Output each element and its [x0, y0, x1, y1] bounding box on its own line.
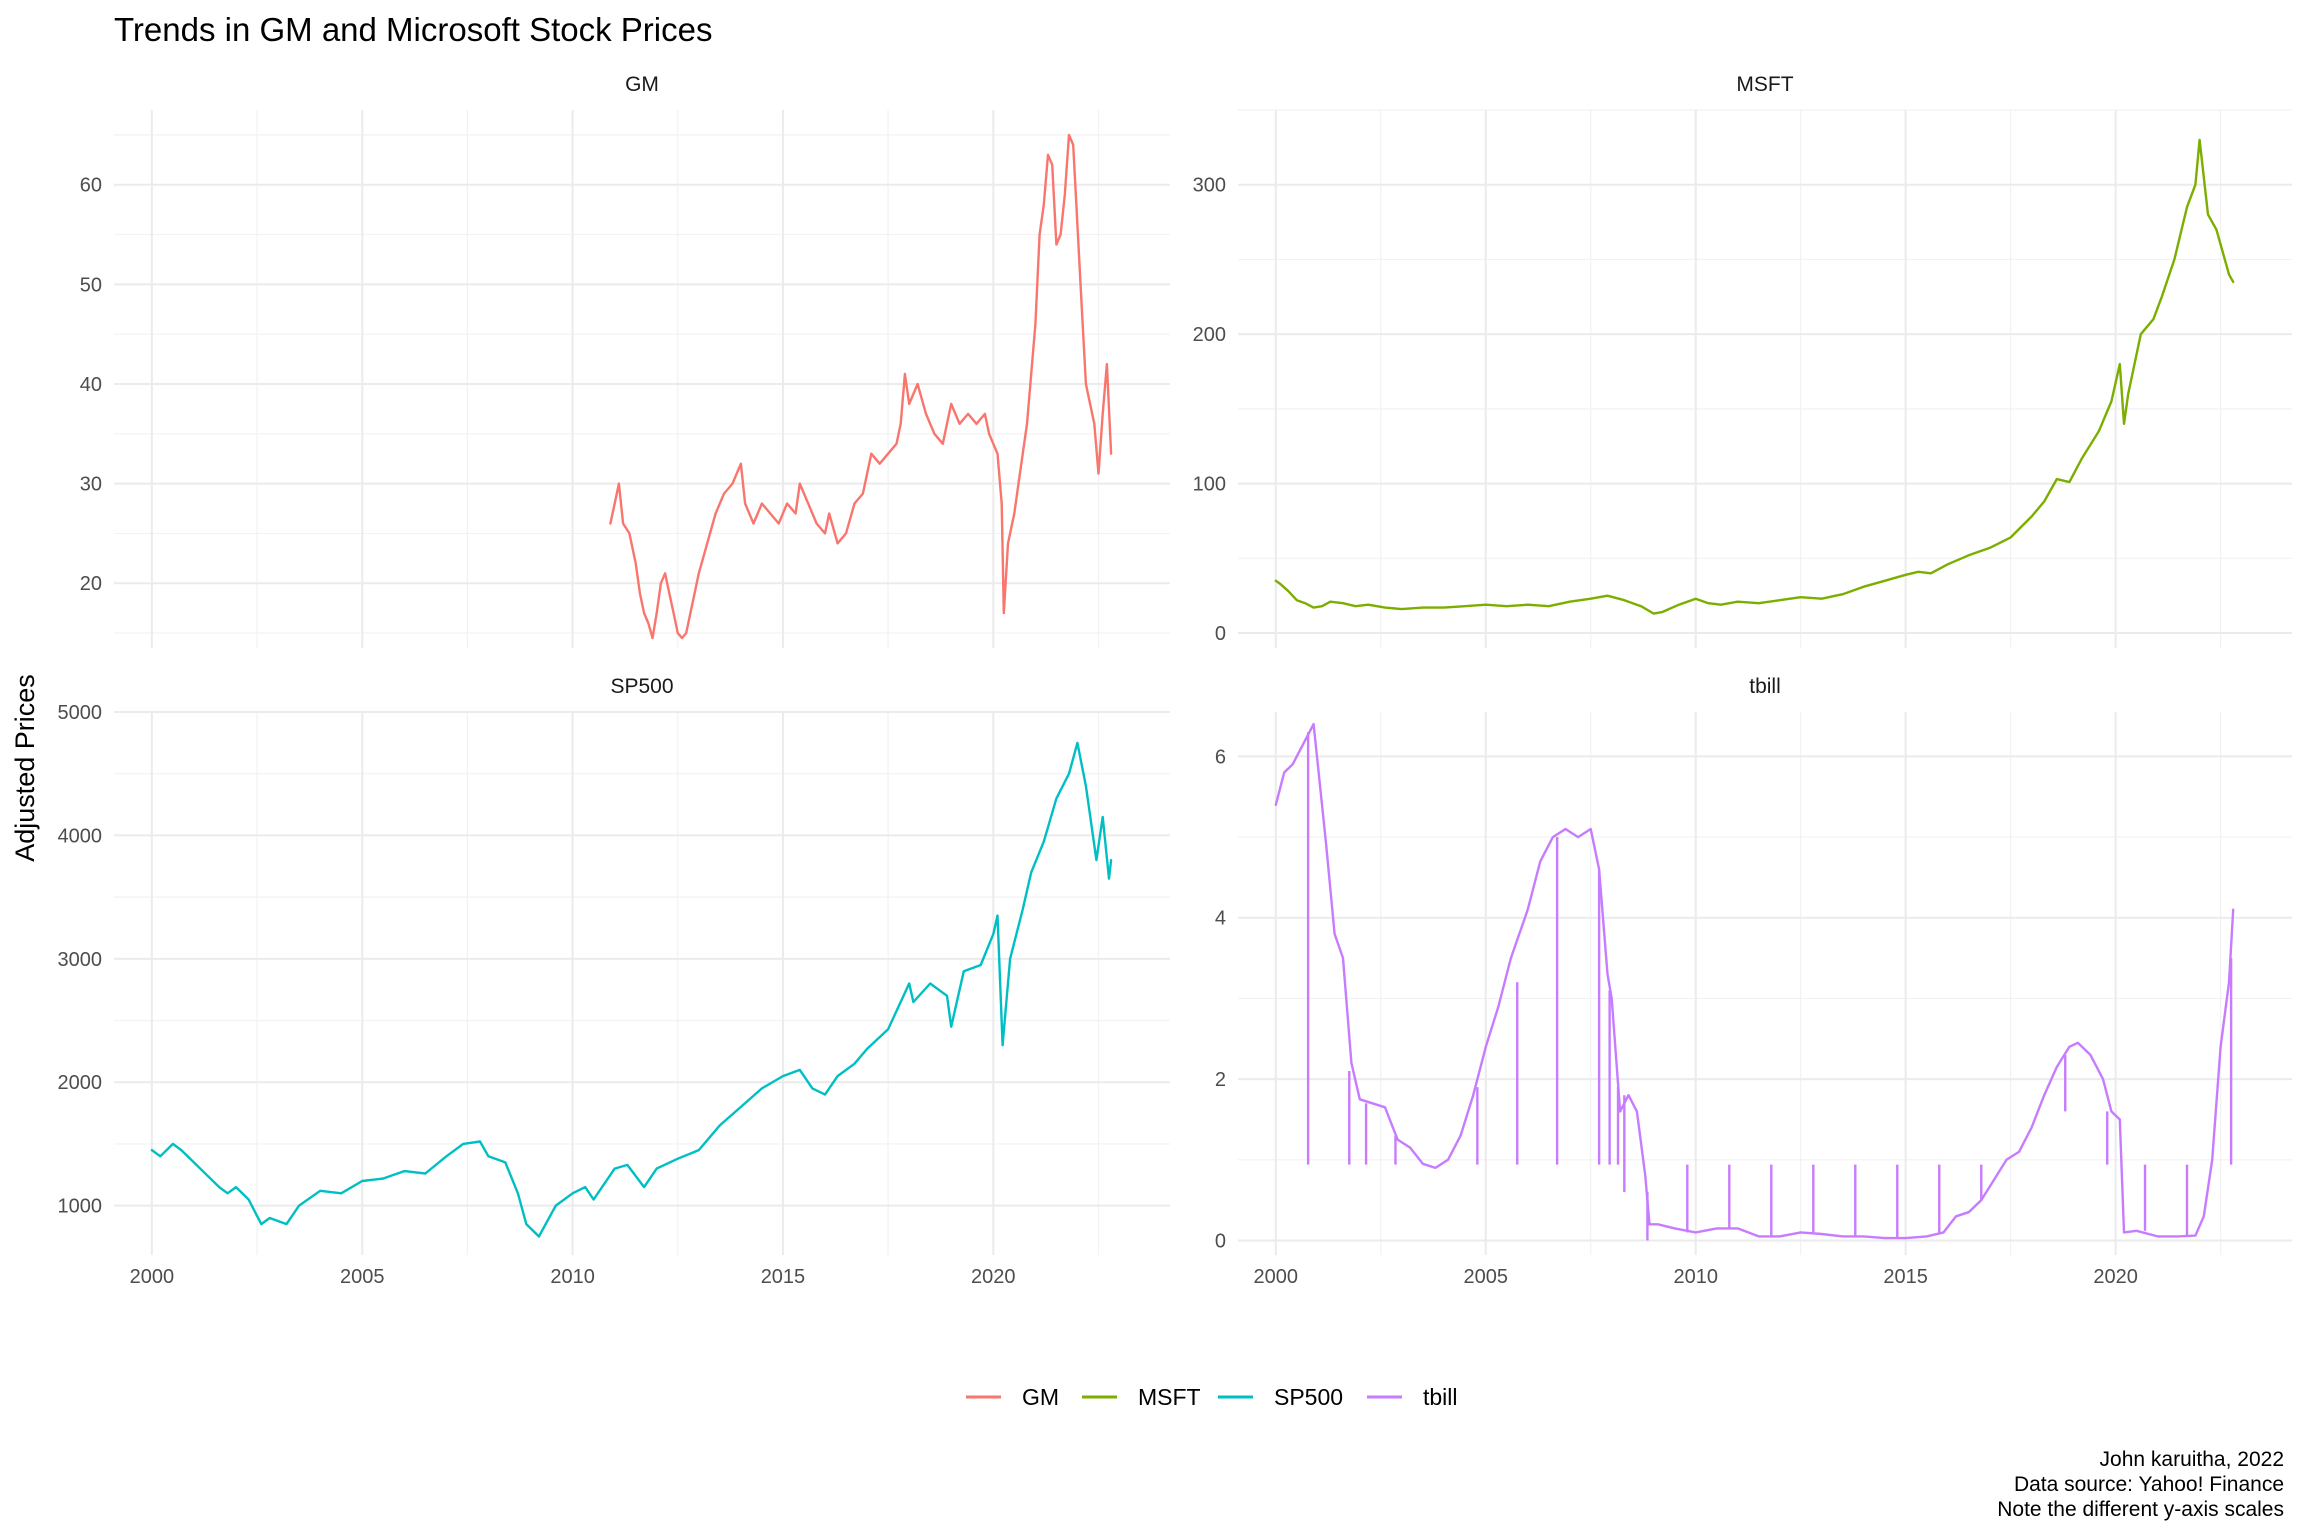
x-tick-label: 2005: [1464, 1266, 1509, 1288]
y-tick-label: 0: [1215, 1230, 1226, 1252]
caption-line: John karuitha, 2022: [2100, 1448, 2284, 1471]
y-tick-label: 30: [80, 474, 102, 496]
y-tick-label: 0: [1215, 623, 1226, 645]
x-tick-label: 2020: [971, 1266, 1016, 1288]
legend-label: SP500: [1274, 1384, 1343, 1410]
x-tick-label: 2005: [340, 1266, 385, 1288]
strip-label: tbill: [1749, 675, 1781, 698]
x-tick-label: 2020: [2093, 1266, 2138, 1288]
y-axis-title: Adjusted Prices: [10, 674, 40, 862]
y-tick-label: 300: [1193, 175, 1226, 197]
y-tick-label: 2: [1215, 1069, 1226, 1091]
strip-label: MSFT: [1736, 73, 1793, 96]
panel-msft: MSFT 0 100 200 300: [1193, 73, 2292, 648]
y-tick-label: 100: [1193, 474, 1226, 496]
legend-label: MSFT: [1138, 1384, 1201, 1410]
y-tick-label: 60: [80, 175, 102, 197]
chart-title: Trends in GM and Microsoft Stock Prices: [114, 11, 712, 48]
facet-panels: GM2030405060MSFT0100200300SP500100020003…: [58, 73, 2292, 1288]
y-tick-label: 50: [80, 274, 102, 296]
series-line-gm: [609, 133, 1113, 640]
y-tick-label: 3000: [58, 949, 103, 971]
strip-label: GM: [625, 73, 659, 96]
series-line-sp500: [150, 741, 1113, 1238]
legend-item-msft: MSFT: [1082, 1384, 1201, 1410]
panel-tbill: tbill 0 2 4 6 2000 2005 2010 2015 2020: [1215, 675, 2292, 1288]
y-tick-label: 200: [1193, 324, 1226, 346]
legend: GM MSFT SP500 tbill: [966, 1384, 1458, 1410]
strip-label: SP500: [610, 675, 673, 698]
y-tick-label: 4000: [58, 825, 103, 847]
caption-line: Note the different y-axis scales: [1997, 1498, 2284, 1521]
y-tick-label: 6: [1215, 746, 1226, 768]
x-tick-label: 2015: [1883, 1266, 1928, 1288]
panel-sp500: SP500 1000 2000 3000 4000 5000 2000 2005 2010 201…: [58, 675, 1170, 1288]
legend-label: GM: [1022, 1384, 1059, 1410]
legend-item-gm: GM: [966, 1384, 1059, 1410]
legend-item-sp500: SP500: [1218, 1384, 1343, 1410]
series-line-msft: [1274, 138, 2235, 615]
y-tick-label: 1000: [58, 1196, 103, 1218]
legend-label: tbill: [1423, 1384, 1458, 1410]
y-tick-label: 4: [1215, 908, 1226, 930]
y-tick-label: 40: [80, 374, 102, 396]
caption-line: Data source: Yahoo! Finance: [2014, 1473, 2284, 1496]
x-tick-label: 2000: [1254, 1266, 1299, 1288]
y-tick-label: 5000: [58, 702, 103, 724]
panel-gm: GM 20 30 40 50 60: [80, 73, 1170, 648]
y-tick-label: 2000: [58, 1072, 103, 1094]
x-tick-label: 2000: [130, 1266, 175, 1288]
legend-item-tbill: tbill: [1367, 1384, 1458, 1410]
x-tick-label: 2010: [550, 1266, 595, 1288]
x-tick-label: 2015: [761, 1266, 806, 1288]
x-tick-label: 2010: [1673, 1266, 1718, 1288]
series-line-tbill: [1274, 722, 2235, 1240]
y-tick-label: 20: [80, 573, 102, 595]
